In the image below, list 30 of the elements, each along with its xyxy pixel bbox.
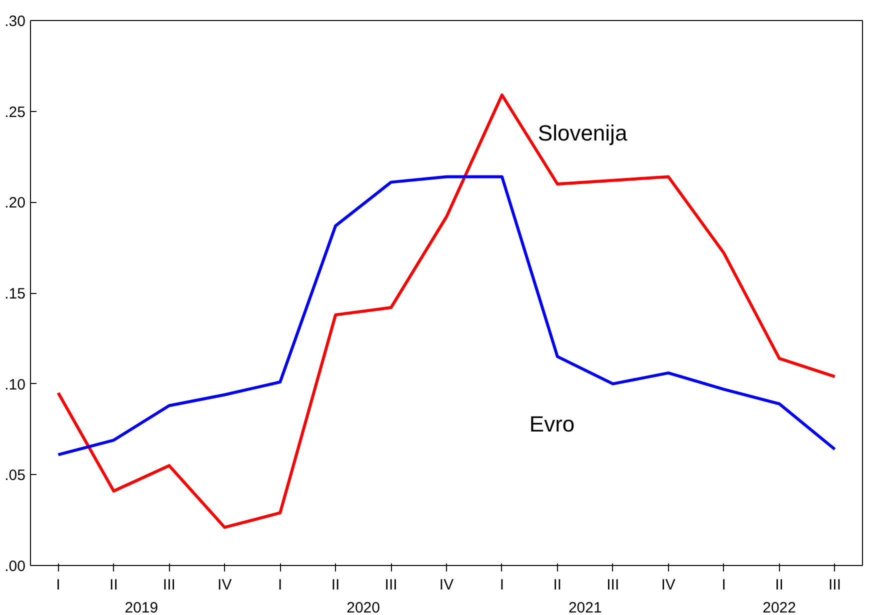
x-tick-label: II <box>775 576 784 594</box>
text: 2019 <box>124 600 158 615</box>
series-label: Slovenija <box>538 120 628 146</box>
y-tick-label: .00 <box>4 558 26 575</box>
x-tick-label: I <box>278 576 282 594</box>
line-series <box>56 93 836 529</box>
line-series <box>56 175 836 456</box>
series-label: Evro <box>529 412 575 437</box>
text: 2021 <box>568 600 602 615</box>
x-tick-label: IV <box>218 576 232 594</box>
x-tick-label: I <box>56 576 60 594</box>
x-tick-label: III <box>162 576 176 594</box>
text: 2022 <box>762 600 796 615</box>
x-tick-label: I <box>500 576 504 594</box>
y-tick-label: .05 <box>4 467 26 484</box>
x-tick-label: IV <box>439 576 454 594</box>
x-tick-label: II <box>331 576 340 594</box>
x-tick-label: III <box>828 576 842 594</box>
y-tick-label: .25 <box>4 104 26 121</box>
x-tick-label: III <box>606 576 620 594</box>
x-tick-label: IV <box>661 576 676 594</box>
x-tick-label: I <box>722 576 726 594</box>
text: 2020 <box>346 600 380 615</box>
x-tick-label: II <box>110 576 118 594</box>
y-tick-label: .30 <box>4 13 26 30</box>
x-tick-label: II <box>553 576 562 594</box>
y-tick-label: .20 <box>4 194 26 212</box>
x-tick-label: III <box>384 576 398 594</box>
y-tick-label: .15 <box>4 286 26 302</box>
y-tick-label: .10 <box>4 376 26 394</box>
